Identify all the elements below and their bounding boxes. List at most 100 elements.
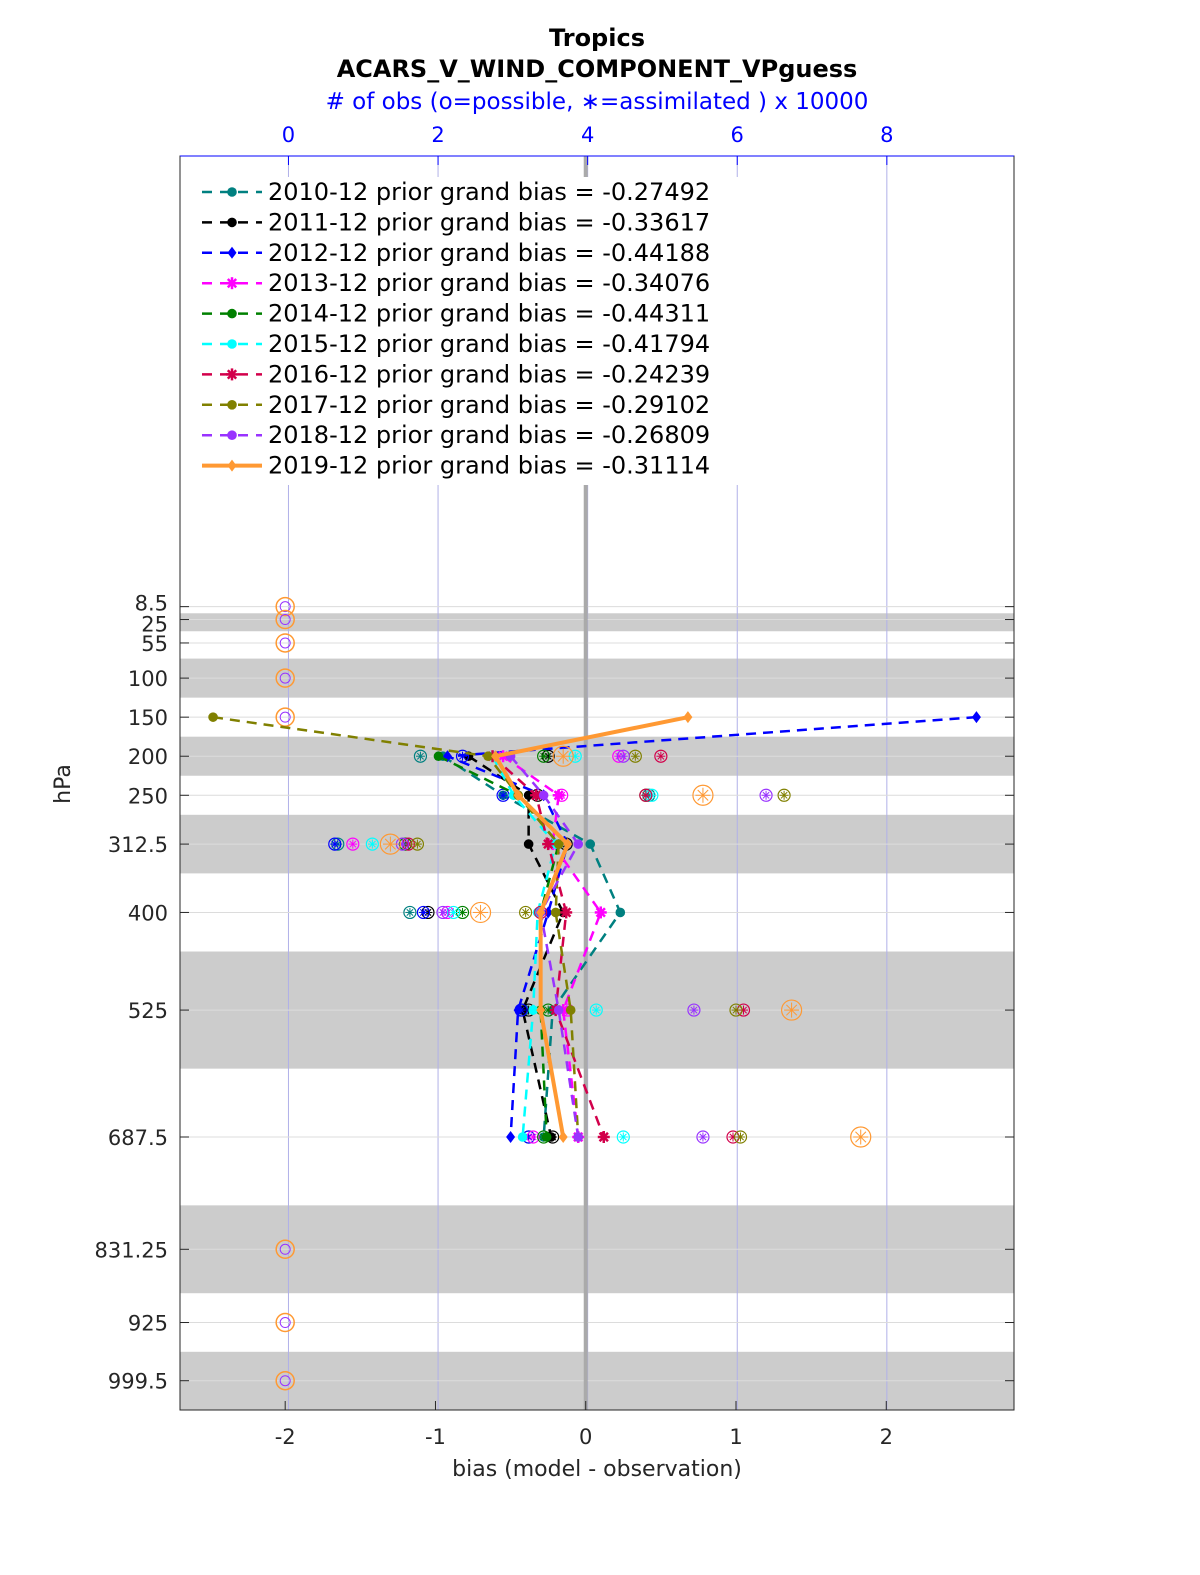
- obs-count-star: [657, 752, 665, 760]
- legend-marker: [227, 339, 237, 349]
- possible-obs-marker: [275, 633, 295, 653]
- obs-count-circle: [537, 749, 551, 763]
- legend-entry: 2017-12 prior grand bias = -0.29102: [268, 391, 710, 419]
- obs-count-circle: [403, 905, 417, 920]
- possible-obs-marker: [275, 1312, 295, 1333]
- bias-point: [528, 1005, 538, 1015]
- assimilated-obs-marker: [279, 1317, 291, 1329]
- legend-box: [196, 177, 766, 485]
- bias-line: [442, 755, 622, 1138]
- legend-marker-stroke: [226, 278, 238, 289]
- chart-subtitle: ACARS_V_WIND_COMPONENT_VPguess: [337, 55, 858, 83]
- legend-marker: [227, 246, 237, 259]
- legend-entry: 2011-12 prior grand bias = -0.33617: [268, 208, 710, 236]
- y-tick-label: 312.5: [108, 833, 168, 857]
- bias-point: [683, 711, 693, 724]
- obs-count-circle: [519, 905, 533, 920]
- legend-entry: 2013-12 prior grand bias = -0.34076: [268, 269, 710, 297]
- layer-band: [180, 613, 1014, 632]
- y-tick-label: 925: [128, 1312, 168, 1336]
- legend-entry: 2010-12 prior grand bias = -0.27492: [268, 178, 710, 206]
- obs-count-star: [762, 791, 770, 799]
- obs-count-star: [697, 789, 709, 801]
- obs-count-star: [413, 840, 421, 848]
- bias-point: [573, 1132, 584, 1142]
- obs-count-circle: [616, 749, 630, 763]
- obs-count-star: [699, 1133, 707, 1141]
- obs-count-star: [732, 1006, 740, 1014]
- obs-count-circle: [850, 1126, 872, 1148]
- obs-count-circle: [639, 788, 653, 802]
- obs-count-star: [737, 1133, 745, 1141]
- top-tick-label: 6: [731, 123, 744, 147]
- legend-marker: [227, 217, 237, 228]
- legend-entry: 2019-12 prior grand bias = -0.31114: [268, 452, 710, 480]
- bias-line: [502, 755, 603, 1138]
- obs-count-star: [557, 750, 569, 762]
- bias-point: [536, 1004, 546, 1017]
- obs-count-circle: [687, 1003, 701, 1017]
- obs-count-star: [642, 791, 650, 799]
- obs-count-circle: [552, 745, 574, 767]
- y-tick-label: 525: [128, 999, 168, 1023]
- legend-marker: [227, 400, 237, 410]
- obs-count-circle: [759, 788, 773, 802]
- legend-entry: 2014-12 prior grand bias = -0.44311: [268, 300, 710, 328]
- bias-point: [542, 838, 555, 851]
- bias-point-stroke: [553, 790, 564, 801]
- obs-count-circle: [365, 837, 379, 851]
- legend-marker: [227, 187, 237, 197]
- y-tick-label: 100: [128, 667, 168, 691]
- bias-point: [523, 790, 534, 801]
- obs-count-circle: [436, 905, 450, 920]
- obs-count-star: [439, 908, 447, 916]
- obs-count-star: [349, 840, 357, 848]
- bias-line: [491, 755, 558, 1138]
- top-tick-label: 4: [581, 123, 594, 147]
- obs-count-star: [459, 908, 467, 916]
- x-axis-label: bias (model - observation): [452, 1457, 742, 1482]
- series-9: [395, 749, 773, 1144]
- obs-count-circle: [729, 1003, 743, 1017]
- bias-point: [553, 1005, 564, 1015]
- bias-point: [513, 1004, 523, 1017]
- assimilated-obs-marker: [279, 672, 291, 684]
- bias-point: [433, 751, 444, 762]
- y-tick-label: 8.5: [135, 592, 168, 616]
- obs-count-circle: [692, 784, 714, 806]
- bias-line: [509, 755, 580, 1138]
- obs-count-star: [384, 838, 396, 850]
- top-axis-label: # of obs (o=possible, ∗=assimilated ) x …: [326, 89, 869, 115]
- obs-count-star: [619, 752, 627, 760]
- series-10: [379, 711, 872, 1148]
- obs-count-star: [416, 752, 424, 760]
- possible-obs-marker: [275, 1239, 295, 1260]
- legend-marker: [227, 308, 237, 319]
- assimilated-obs-marker: [279, 601, 291, 613]
- bias-point: [597, 1131, 610, 1144]
- obs-count-star: [449, 908, 457, 916]
- bias-point-stroke: [543, 839, 554, 850]
- legend-entry: 2016-12 prior grand bias = -0.24239: [268, 360, 710, 388]
- y-tick-label: 55: [141, 632, 168, 656]
- obs-count-circle: [616, 1130, 630, 1144]
- bias-point-stroke: [595, 907, 606, 918]
- obs-count-circle: [780, 999, 803, 1021]
- legend-marker: [226, 368, 238, 381]
- y-tick-label: 999.5: [108, 1370, 168, 1394]
- obs-count-circle: [696, 1130, 710, 1144]
- possible-obs-marker: [275, 596, 295, 617]
- assimilated-obs-marker: [279, 1243, 291, 1255]
- top-tick-label: 0: [282, 123, 295, 147]
- bias-line: [491, 755, 605, 1138]
- legend-marker: [227, 459, 237, 472]
- bias-point: [483, 751, 493, 762]
- bias-point: [594, 906, 607, 919]
- bias-point: [506, 1131, 516, 1144]
- obs-count-circle: [346, 837, 360, 851]
- obs-count-star: [331, 840, 339, 848]
- obs-count-circle: [777, 788, 791, 802]
- bias-point: [585, 839, 596, 849]
- bias-point: [560, 906, 573, 919]
